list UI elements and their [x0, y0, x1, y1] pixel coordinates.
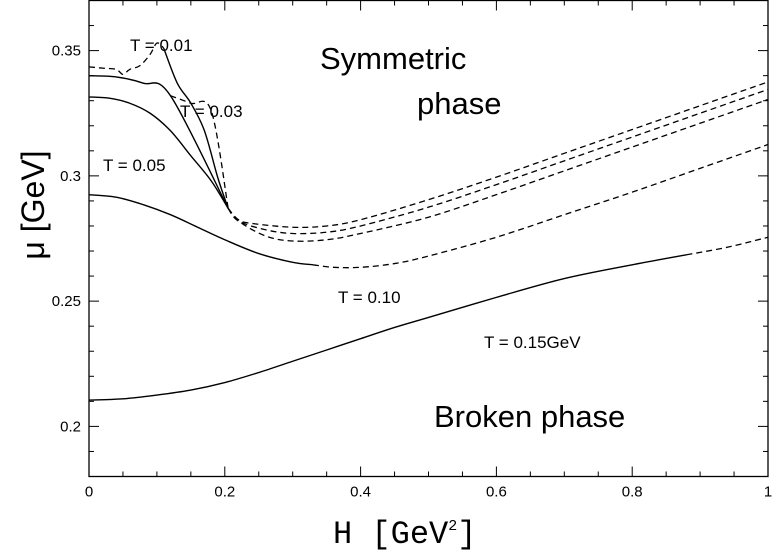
curve-label-t015: T = 0.15GeV — [484, 333, 581, 352]
axis-ticks — [88, 0, 769, 477]
curve-label-t005: T = 0.05 — [103, 156, 166, 175]
y-tick-label: 0.3 — [60, 168, 81, 185]
x-axis-title: H [GeV2] — [333, 516, 476, 551]
curve-t003-dashed — [170, 95, 229, 209]
data-curves — [88, 42, 769, 401]
broken-phase-label: Broken phase — [434, 399, 625, 434]
x-axis-title-close: ] — [457, 516, 476, 551]
curve-label-t010: T = 0.10 — [338, 288, 401, 307]
y-tick-label: 0.2 — [60, 418, 81, 435]
curve-label-t003: T = 0.03 — [180, 102, 243, 121]
curve-t015gev-dashed — [686, 236, 769, 256]
symmetric-phase-label-line1: Symmetric — [320, 41, 466, 76]
x-axis-title-main: H [GeV — [333, 516, 449, 551]
x-tick-label: 0.4 — [350, 484, 371, 501]
y-tick-label: 0.35 — [52, 43, 81, 60]
curve-t005-dashed-tail — [227, 98, 769, 242]
curve-t003-dashed-tail — [227, 88, 769, 235]
curve-t001-solid — [163, 47, 229, 209]
x-tick-label: 0.2 — [214, 484, 235, 501]
curve-t010-solid — [88, 193, 314, 266]
x-tick-label: 0.8 — [622, 484, 643, 501]
curve-t001-dashed — [88, 42, 165, 76]
x-axis-title-superscript: 2 — [448, 518, 457, 535]
x-tick-label: 1 — [764, 484, 772, 501]
symmetric-phase-label-line2: phase — [417, 86, 501, 121]
curve-t010-dashed — [312, 143, 769, 269]
y-tick-label: 0.25 — [52, 293, 81, 310]
y-axis-title: μ [GeV] — [15, 150, 51, 259]
axis-tick-labels: 0 0.2 0.4 0.6 0.8 1 0.2 0.25 0.3 0.35 — [52, 43, 772, 501]
x-tick-label: 0 — [85, 484, 93, 501]
curve-t015gev-solid — [88, 254, 687, 401]
curve-t001-dashed-tail — [227, 81, 769, 229]
curve-t005-solid — [88, 96, 229, 209]
curve-label-t001: T = 0.01 — [130, 36, 193, 55]
curve-t003-solid — [88, 74, 229, 209]
x-tick-label: 0.6 — [486, 484, 507, 501]
